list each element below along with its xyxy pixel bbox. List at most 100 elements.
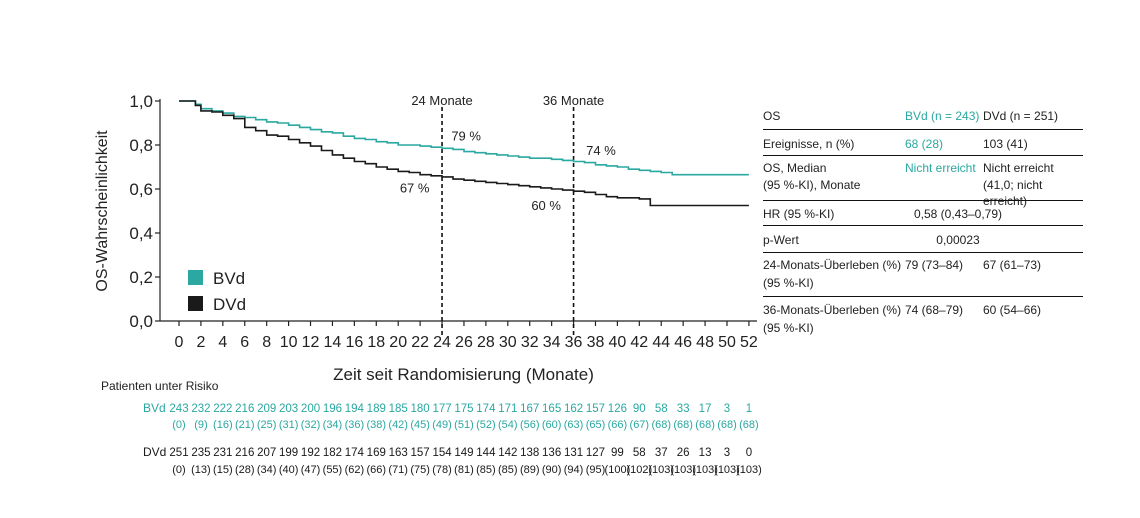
data-annotation: 60 % xyxy=(531,198,561,213)
reference-line-label: 36 Monate xyxy=(543,93,604,108)
risk-count: 33 xyxy=(677,403,690,415)
m24-label-2: (95 %-KI) xyxy=(763,276,814,290)
x-tick-label: 18 xyxy=(367,334,385,351)
risk-count: 58 xyxy=(633,447,646,459)
risk-row-label-dvd: DVd xyxy=(143,445,166,459)
risk-count: 189 xyxy=(367,403,386,415)
risk-count: 131 xyxy=(564,447,583,459)
risk-count: 37 xyxy=(655,447,668,459)
risk-events: (21) xyxy=(235,419,255,431)
x-tick-label: 14 xyxy=(324,334,342,351)
x-tick-label: 4 xyxy=(218,334,227,351)
risk-count: 142 xyxy=(498,447,517,459)
risk-events: (56) xyxy=(520,419,540,431)
legend-label-bvd: BVd xyxy=(213,269,245,288)
risk-events: (62) xyxy=(345,464,365,476)
risk-events: (67) xyxy=(630,419,650,431)
x-tick-label: 42 xyxy=(630,334,648,351)
risk-table-title: Patienten unter Risiko xyxy=(101,379,219,393)
risk-events: (103) xyxy=(670,464,696,476)
y-axis-label: OS-Wahrscheinlichkeit xyxy=(94,130,111,292)
risk-events: (89) xyxy=(520,464,540,476)
risk-count: 232 xyxy=(191,403,210,415)
risk-events: (38) xyxy=(366,419,386,431)
risk-events: (66) xyxy=(608,419,628,431)
y-tick-label: 0,8 xyxy=(129,136,153,155)
risk-count: 149 xyxy=(454,447,473,459)
x-tick-label: 20 xyxy=(389,334,407,351)
risk-events: (40) xyxy=(279,464,299,476)
risk-events: (34) xyxy=(257,464,277,476)
risk-events: (103) xyxy=(648,464,674,476)
km-plot: 0,00,20,40,60,81,00 2 4 6 8 10 12 14 16 18 20 22 24 2… xyxy=(94,92,758,384)
risk-events: (68) xyxy=(673,419,693,431)
risk-count: 58 xyxy=(655,403,668,415)
risk-count: 174 xyxy=(345,447,365,459)
risk-events: (51) xyxy=(454,419,474,431)
risk-count: 196 xyxy=(323,403,342,415)
risk-events: (49) xyxy=(432,419,452,431)
m24-dvd: 67 (61–73) xyxy=(983,258,1042,272)
risk-count: 235 xyxy=(191,447,210,459)
risk-events: (9) xyxy=(194,419,207,431)
risk-count: 127 xyxy=(586,447,605,459)
median-label-1: OS, Median xyxy=(763,161,827,175)
series-line-bvd xyxy=(179,100,749,176)
risk-count: 231 xyxy=(213,447,232,459)
risk-count: 200 xyxy=(301,403,320,415)
risk-events: (103) xyxy=(714,464,740,476)
m36-label-2: (95 %-KI) xyxy=(763,321,814,335)
risk-events: (36) xyxy=(345,419,365,431)
risk-events: (85) xyxy=(498,464,518,476)
risk-events: (65) xyxy=(586,419,606,431)
m36-dvd: 60 (54–66) xyxy=(983,303,1042,317)
risk-count: 222 xyxy=(213,403,232,415)
risk-events: (13) xyxy=(191,464,211,476)
series-line-dvd xyxy=(179,100,749,207)
risk-events: (28) xyxy=(235,464,255,476)
x-tick-label: 0 xyxy=(175,334,184,351)
table-divider xyxy=(763,129,1083,130)
m36-bvd: 74 (68–79) xyxy=(905,303,964,317)
risk-count: 175 xyxy=(454,403,473,415)
header-bvd: BVd (n = 243) xyxy=(905,109,980,123)
x-tick-label: 12 xyxy=(302,334,320,351)
risk-events: (68) xyxy=(695,419,715,431)
risk-events: (68) xyxy=(717,419,737,431)
risk-count: 0 xyxy=(746,447,752,459)
table-divider xyxy=(763,155,1083,156)
p-value: 0,00023 xyxy=(936,233,980,247)
table-divider xyxy=(763,296,1083,297)
risk-count: 136 xyxy=(542,447,561,459)
risk-events: (78) xyxy=(432,464,452,476)
x-tick-label: 16 xyxy=(345,334,363,351)
risk-events: (16) xyxy=(213,419,233,431)
x-tick-label: 24 xyxy=(433,334,451,351)
x-tick-label: 30 xyxy=(499,334,517,351)
risk-count: 167 xyxy=(520,403,539,415)
risk-count: 17 xyxy=(699,403,712,415)
risk-events: (0) xyxy=(172,419,185,431)
risk-events: (68) xyxy=(651,419,671,431)
x-tick-label: 22 xyxy=(411,334,429,351)
risk-count: 192 xyxy=(301,447,320,459)
risk-count: 194 xyxy=(345,403,365,415)
risk-count: 216 xyxy=(235,447,254,459)
data-annotation: 74 % xyxy=(586,143,616,158)
risk-events: (81) xyxy=(454,464,474,476)
risk-count: 182 xyxy=(323,447,342,459)
risk-count: 251 xyxy=(169,447,188,459)
median-dvd-2: (41,0; nicht erreicht) xyxy=(983,178,1043,208)
data-annotation: 79 % xyxy=(451,129,481,144)
median-dvd-1: Nicht erreicht xyxy=(983,161,1054,175)
risk-events: (34) xyxy=(323,419,343,431)
risk-events: (45) xyxy=(410,419,430,431)
y-tick-label: 0,4 xyxy=(129,224,153,243)
risk-count: 165 xyxy=(542,403,561,415)
risk-events: (103) xyxy=(692,464,718,476)
risk-events: (47) xyxy=(301,464,321,476)
m36-label-1: 36-Monats-Überleben (%) xyxy=(763,303,902,317)
legend-swatch-dvd xyxy=(188,296,203,311)
table-divider xyxy=(763,252,1083,253)
risk-count: 163 xyxy=(389,447,408,459)
